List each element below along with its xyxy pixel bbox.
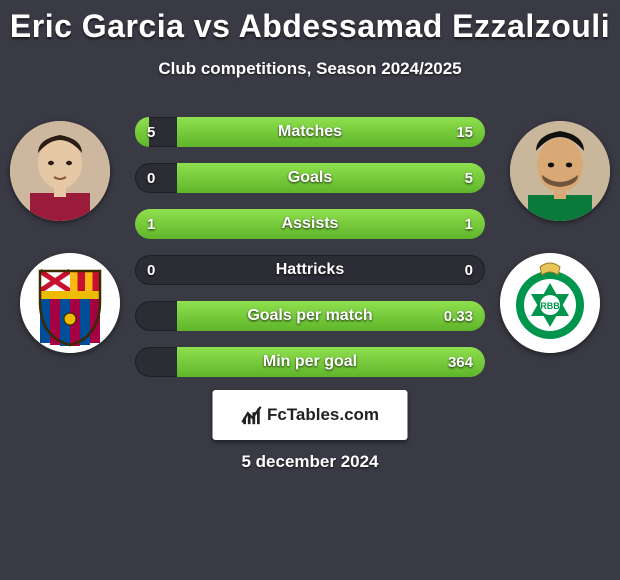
date-label: 5 december 2024 [0,452,620,472]
subtitle: Club competitions, Season 2024/2025 [0,59,620,79]
svg-text:RBB: RBB [540,301,560,311]
player-left-avatar [10,121,110,221]
stat-bar: Matches515 [135,117,485,147]
club-right-crest: RBB [500,253,600,353]
player-right-avatar [510,121,610,221]
stat-bar: Hattricks00 [135,255,485,285]
stat-bar: Assists11 [135,209,485,239]
stat-bar: Min per goal364 [135,347,485,377]
page-title: Eric Garcia vs Abdessamad Ezzalzouli [0,0,620,45]
stat-bar-fill-right [177,117,485,147]
stat-bar-fill-right [177,163,485,193]
stat-bar-fill-right [310,209,485,239]
stat-bars: Matches515 Goals05 Assists11 Hattricks00 Goa… [135,117,485,393]
club-left-crest [20,253,120,353]
stat-bar-fill-right [177,347,485,377]
brand-text: FcTables.com [267,405,379,425]
stat-bar-track [135,255,485,285]
stat-bar-fill-left [135,117,149,147]
brand-badge: FcTables.com [213,390,408,440]
brand-chart-icon [241,404,263,426]
stat-bar: Goals05 [135,163,485,193]
stat-bar-fill-right [177,301,485,331]
stat-bar: Goals per match0.33 [135,301,485,331]
stat-bar-fill-left [135,209,310,239]
